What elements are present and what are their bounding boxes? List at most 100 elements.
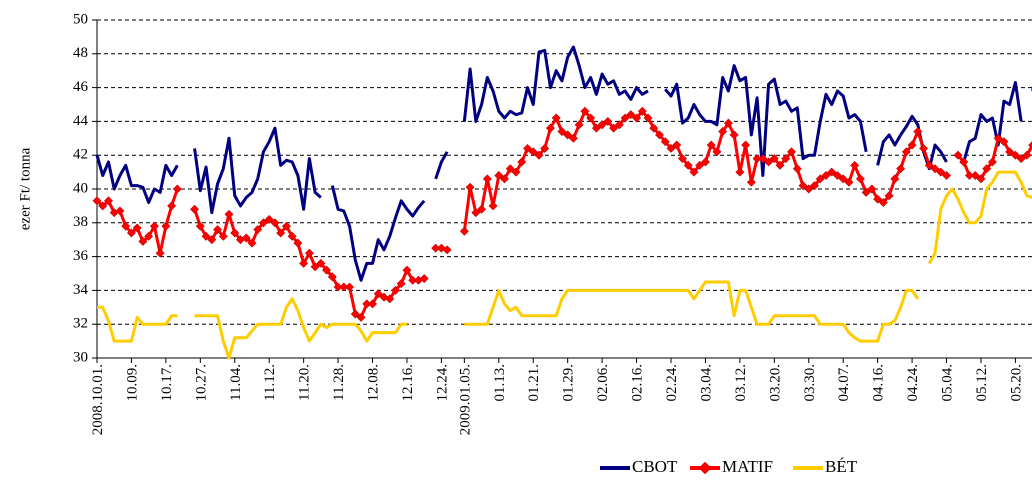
marker [126, 228, 136, 238]
y-tick-label: 44 [73, 113, 89, 129]
y-tick-label: 32 [73, 316, 88, 332]
y-tick-label: 36 [73, 248, 89, 264]
marker [850, 160, 860, 170]
marker [878, 197, 888, 208]
marker [815, 174, 825, 184]
marker [218, 231, 228, 241]
marker [155, 248, 165, 258]
marker [1010, 150, 1020, 160]
marker [987, 157, 997, 167]
y-tick-label: 34 [73, 282, 89, 298]
marker [322, 265, 332, 275]
marker [350, 309, 360, 319]
marker [718, 126, 728, 137]
marker [442, 245, 452, 255]
legend-label: MATIF [722, 457, 773, 476]
marker [924, 160, 934, 170]
marker [844, 177, 854, 187]
marker [735, 167, 745, 177]
marker [115, 206, 125, 216]
marker [241, 233, 251, 243]
marker [603, 116, 613, 126]
marker [804, 184, 814, 194]
marker [293, 238, 303, 248]
marker [499, 174, 510, 184]
marker [827, 167, 837, 177]
marker [98, 201, 108, 211]
legend-marker [698, 461, 712, 475]
marker [138, 236, 148, 246]
marker [230, 228, 240, 238]
marker [264, 214, 274, 224]
marker [821, 170, 831, 181]
x-tick-label: 03.04. [698, 364, 714, 402]
marker [609, 123, 619, 133]
marker [643, 113, 653, 123]
marker [396, 279, 406, 289]
legend-label: CBOT [632, 457, 678, 476]
marker [901, 147, 911, 157]
marker [207, 235, 217, 245]
marker [540, 143, 550, 153]
marker [402, 265, 412, 275]
marker [281, 221, 291, 231]
marker [121, 221, 131, 231]
marker [545, 123, 556, 133]
marker [620, 113, 630, 123]
x-tick-label: 02.16. [630, 364, 646, 402]
x-tick-label: 05.04. [940, 364, 956, 402]
x-tick-label: 11.12. [262, 364, 278, 401]
marker [201, 231, 211, 241]
marker [247, 238, 257, 248]
x-tick-label: 12.24. [434, 364, 450, 402]
marker [769, 154, 779, 164]
marker [982, 164, 992, 174]
marker [758, 154, 768, 164]
marker [626, 110, 636, 120]
marker [832, 170, 843, 181]
x-tick-label: 03.12. [733, 364, 749, 402]
marker [103, 196, 114, 206]
x-tick-label: 02.24. [664, 364, 680, 402]
marker [712, 147, 722, 157]
marker [632, 113, 642, 123]
marker [689, 167, 699, 177]
marker [534, 150, 544, 160]
y-tick-label: 30 [73, 349, 88, 365]
x-tick-label: 04.16. [871, 364, 887, 402]
marker [276, 228, 286, 238]
marker [838, 174, 848, 184]
y-tick-label: 40 [73, 180, 88, 196]
marker [505, 164, 515, 174]
x-tick-label: 12.16. [400, 364, 416, 402]
x-tick-label: 10.17. [159, 364, 175, 402]
x-tick-label: 2009.01.05. [457, 364, 473, 435]
y-tick-label: 50 [73, 11, 88, 27]
marker [1022, 150, 1032, 160]
marker [764, 157, 774, 167]
marker [930, 164, 940, 174]
marker [212, 225, 223, 235]
marker [287, 231, 297, 241]
marker [149, 221, 159, 231]
marker [723, 118, 733, 128]
marker [494, 170, 504, 181]
marker [1016, 154, 1026, 164]
marker [557, 126, 567, 137]
marker [672, 140, 682, 150]
marker [890, 174, 900, 184]
marker [517, 157, 527, 167]
x-tick-label: 11.20. [297, 364, 313, 401]
marker [586, 113, 596, 123]
marker [195, 221, 205, 231]
y-tick-label: 48 [73, 45, 88, 61]
series-line [95, 45, 1032, 282]
x-tick-label: 01.21. [526, 364, 542, 402]
marker [574, 120, 584, 130]
marker [488, 201, 498, 211]
marker [786, 147, 797, 157]
x-tick-label: 04.07. [836, 364, 852, 402]
marker [775, 160, 785, 170]
marker [614, 120, 624, 130]
